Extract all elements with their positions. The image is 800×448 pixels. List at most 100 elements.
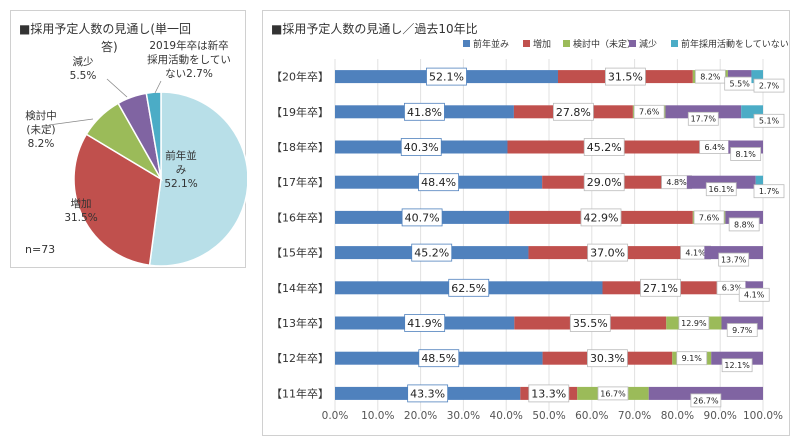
pie-title-line-2: 答) <box>101 39 118 54</box>
data-label-3-4: 1.7% <box>759 187 780 196</box>
data-label-0-1: 31.5% <box>608 71 643 84</box>
x-tick-label-3: 30.0% <box>447 410 480 422</box>
x-tick-label-9: 90.0% <box>704 410 737 422</box>
category-label-0: 【20年卒】 <box>271 70 329 84</box>
data-label-0-4: 2.7% <box>759 81 780 90</box>
data-label-box-4-2 <box>693 210 725 225</box>
legend-swatch-0 <box>463 40 470 47</box>
x-tick-label-8: 80.0% <box>661 410 694 422</box>
data-label-box-4-3 <box>728 217 760 232</box>
data-label-5-2: 4.1% <box>685 248 706 257</box>
pie-chart: ■採用予定人数の見通し(単一回 答) n=73 前年並み 52.1% 増加 31.5%… <box>19 21 249 267</box>
data-label-1-2: 7.6% <box>639 108 660 117</box>
data-label-4-0: 40.7% <box>405 211 440 224</box>
category-label-9: 【11年卒】 <box>271 386 329 400</box>
data-label-3-3: 16.1% <box>709 185 735 194</box>
bar-segment-3-4 <box>755 175 763 189</box>
x-tick-label-6: 60.0% <box>575 410 608 422</box>
data-label-9-1: 13.3% <box>531 387 566 400</box>
legend-swatch-1 <box>523 40 530 47</box>
data-label-box-7-1 <box>569 314 611 332</box>
data-label-box-4-0 <box>401 208 443 227</box>
x-tick-label-10: 100.0% <box>743 410 783 422</box>
data-label-box-5-3 <box>718 252 750 267</box>
data-label-9-0: 43.3% <box>410 387 445 400</box>
data-label-box-0-0 <box>426 67 467 86</box>
category-label-4: 【16年卒】 <box>271 210 329 224</box>
data-label-box-7-3 <box>726 323 758 337</box>
category-label-7: 【13年卒】 <box>271 316 329 330</box>
data-label-4-1: 42.9% <box>584 211 619 224</box>
pie-slice-4 <box>145 91 162 180</box>
data-label-box-3-3 <box>705 182 737 197</box>
data-label-box-1-3 <box>687 111 719 126</box>
data-label-box-6-1 <box>640 278 681 297</box>
data-label-6-1: 27.1% <box>643 282 678 295</box>
data-label-2-2: 6.4% <box>704 143 725 152</box>
data-label-2-3: 8.1% <box>736 150 757 159</box>
data-label-1-1: 27.8% <box>556 106 591 119</box>
data-label-box-1-4 <box>753 113 785 128</box>
data-label-box-8-1 <box>587 349 628 368</box>
data-label-box-0-1 <box>604 67 646 86</box>
data-label-box-7-0 <box>404 314 446 332</box>
data-label-5-1: 37.0% <box>590 247 625 260</box>
data-label-box-0-4 <box>753 78 785 93</box>
data-label-7-0: 41.9% <box>407 317 442 330</box>
pie-leader-line-2 <box>48 118 94 126</box>
bar-chart-panel: ■採用予定人数の見通し／過去10年比 前年並み 増加 検討中（未定） 減少 前年採用活動… <box>262 10 790 436</box>
category-label-3: 【17年卒】 <box>271 175 329 189</box>
data-label-0-0: 52.1% <box>429 71 464 84</box>
legend-label-0: 前年並み <box>473 38 509 50</box>
pie-leader-line-4 <box>154 80 162 94</box>
legend-label-3: 減少 <box>639 38 657 50</box>
data-label-4-2: 7.6% <box>699 213 720 222</box>
data-label-5-0: 45.2% <box>414 247 449 260</box>
category-label-2: 【18年卒】 <box>271 140 329 154</box>
bar-segment-9-3 <box>648 386 763 400</box>
x-tick-label-1: 10.0% <box>361 410 394 422</box>
stacked-bar-chart: ■採用予定人数の見通し／過去10年比 前年並み 増加 検討中（未定） 減少 前年採用活動… <box>271 21 789 422</box>
data-label-9-2: 16.7% <box>600 389 626 398</box>
pie-slice-label-3: 減少 5.5% <box>70 55 97 82</box>
pie-slice-label-0: 前年並み 52.1% <box>164 149 197 190</box>
pie-leader-line-3 <box>106 78 128 98</box>
data-label-box-1-2 <box>633 104 665 119</box>
data-label-box-1-0 <box>404 102 445 121</box>
data-label-box-1-1 <box>552 102 594 121</box>
data-label-box-8-2 <box>676 351 708 366</box>
data-label-7-2: 12.9% <box>681 319 707 328</box>
data-label-4-3: 8.8% <box>734 220 755 229</box>
data-label-box-3-0 <box>418 173 459 192</box>
data-label-2-1: 45.2% <box>587 141 622 154</box>
data-label-2-0: 40.3% <box>404 141 439 154</box>
data-label-6-2: 6.3% <box>722 284 743 293</box>
data-label-1-3: 17.7% <box>691 115 717 124</box>
data-label-7-3: 9.7% <box>732 326 753 335</box>
x-tick-label-2: 20.0% <box>404 410 437 422</box>
data-label-box-9-3 <box>690 393 722 408</box>
legend-swatch-4 <box>671 40 678 47</box>
x-tick-label-0: 0.0% <box>322 410 349 422</box>
x-tick-label-5: 50.0% <box>532 410 565 422</box>
data-label-box-3-4 <box>753 184 785 199</box>
data-label-box-0-2 <box>694 69 726 84</box>
pie-slice-label-4: 2019年卒は新卒採用活動をしていない2.7% <box>147 39 231 80</box>
data-label-0-3: 5.5% <box>730 79 751 88</box>
pie-chart-panel: ■採用予定人数の見通し(単一回 答) n=73 前年並み 52.1% 増加 31.5%… <box>10 10 249 268</box>
data-label-0-2: 8.2% <box>700 72 721 81</box>
data-label-box-2-1 <box>583 138 625 156</box>
category-label-1: 【19年卒】 <box>271 105 329 119</box>
bar-segment-0-4 <box>751 70 763 84</box>
legend-label-1: 増加 <box>533 38 551 50</box>
category-label-5: 【15年卒】 <box>271 246 329 260</box>
pie-slice-1 <box>73 133 162 267</box>
legend-label-2: 検討中（未定） <box>573 38 636 50</box>
data-label-5-3: 13.7% <box>721 255 747 264</box>
data-label-box-9-1 <box>528 384 570 403</box>
data-label-8-2: 9.1% <box>682 354 703 363</box>
data-label-box-3-1 <box>583 173 625 192</box>
x-tick-label-7: 70.0% <box>618 410 651 422</box>
data-label-box-4-1 <box>580 208 622 227</box>
data-label-6-0: 62.5% <box>451 282 486 295</box>
